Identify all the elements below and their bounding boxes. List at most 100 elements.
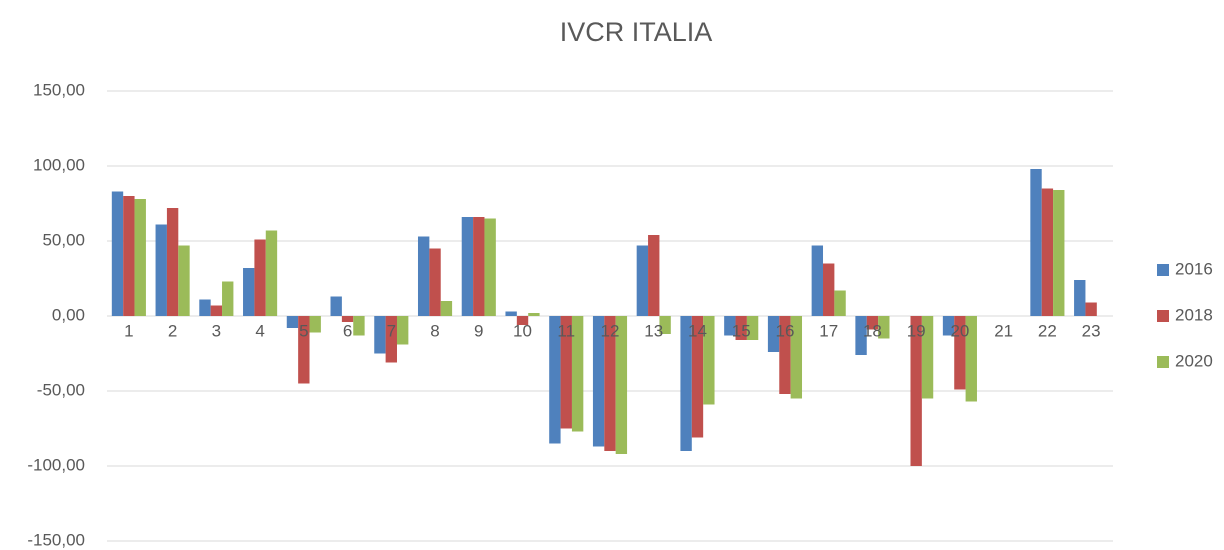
bar [1030,169,1042,316]
bar [516,316,529,325]
bar [473,217,485,316]
y-tick-label: -150,00 [27,530,85,549]
bar [724,316,736,336]
x-tick-label: 22 [1038,321,1057,340]
x-tick-label: 10 [513,321,532,340]
x-tick-label: 17 [819,321,838,340]
bar [823,263,835,316]
y-tick-label: -50,00 [37,380,85,399]
bar [790,316,803,399]
bar [703,316,715,405]
bar [604,316,616,451]
legend-swatch [1157,356,1169,368]
bar [1085,302,1097,316]
bar [330,296,342,316]
bar [440,301,453,316]
bar [484,218,496,316]
legend-swatch [1157,310,1169,322]
y-tick-label: 150,00 [33,80,85,99]
bar [735,316,747,340]
x-tick-label: 6 [343,321,352,340]
bar [505,311,517,316]
x-tick-label: 7 [387,321,396,340]
x-tick-label: 1 [124,321,133,340]
y-tick-label: 0,00 [52,305,85,324]
bar [680,316,692,451]
bar [878,316,890,339]
bar [691,316,704,438]
x-tick-label: 16 [775,321,794,340]
x-tick-label: 11 [557,321,575,340]
bar [178,245,190,316]
bar [166,208,179,316]
bar [286,316,299,328]
bar [636,245,649,316]
bar [615,316,628,454]
bar [341,316,354,322]
bar [353,316,365,336]
bar [855,316,867,355]
bar [134,199,146,316]
bar [767,316,780,352]
bar [123,196,135,316]
legend-swatch [1157,264,1169,276]
bar [921,316,934,399]
bar [265,230,278,316]
bar [429,248,441,316]
x-tick-label: 2 [168,321,177,340]
bar [210,305,223,316]
x-tick-label: 14 [688,321,707,340]
bar [461,217,474,316]
x-tick-label: 20 [950,321,969,340]
bar [309,316,321,333]
x-tick-label: 23 [1082,321,1101,340]
bar [942,316,955,336]
bar [965,316,977,402]
chart-title: IVCR ITALIA [560,17,713,47]
bar [1053,190,1065,316]
x-tick-label: 15 [732,321,751,340]
bar [199,299,211,316]
bar [549,316,561,444]
bar [910,316,922,466]
bar [560,316,572,429]
bar [954,316,966,390]
legend-label: 2020 [1175,351,1213,370]
y-tick-label: 50,00 [42,230,85,249]
bar [254,239,266,316]
x-tick-label: 13 [644,321,663,340]
bar [746,316,759,340]
x-tick-label: 21 [994,321,1013,340]
x-tick-label: 12 [601,321,620,340]
bar [779,316,791,394]
x-tick-label: 9 [474,321,483,340]
bar [155,224,167,316]
bar [385,316,397,363]
legend-label: 2016 [1175,259,1213,278]
bar [111,191,124,316]
bar [648,235,660,316]
bar [571,316,584,432]
bar [222,281,234,316]
bar [866,316,879,330]
x-tick-label: 4 [255,321,264,340]
bar [1041,188,1054,316]
bar [1074,280,1086,316]
x-tick-label: 18 [863,321,882,340]
bar [592,316,605,447]
bar [243,268,255,316]
bar [528,313,540,316]
y-tick-label: 100,00 [33,155,85,174]
bar [417,236,430,316]
legend-label: 2018 [1175,305,1213,324]
y-tick-label: -100,00 [27,455,85,474]
x-tick-label: 19 [907,321,926,340]
bar [659,316,671,334]
bar [298,316,310,384]
x-tick-label: 3 [212,321,221,340]
bar [834,290,846,316]
bar [374,316,386,354]
x-tick-label: 8 [430,321,439,340]
bar [811,245,824,316]
